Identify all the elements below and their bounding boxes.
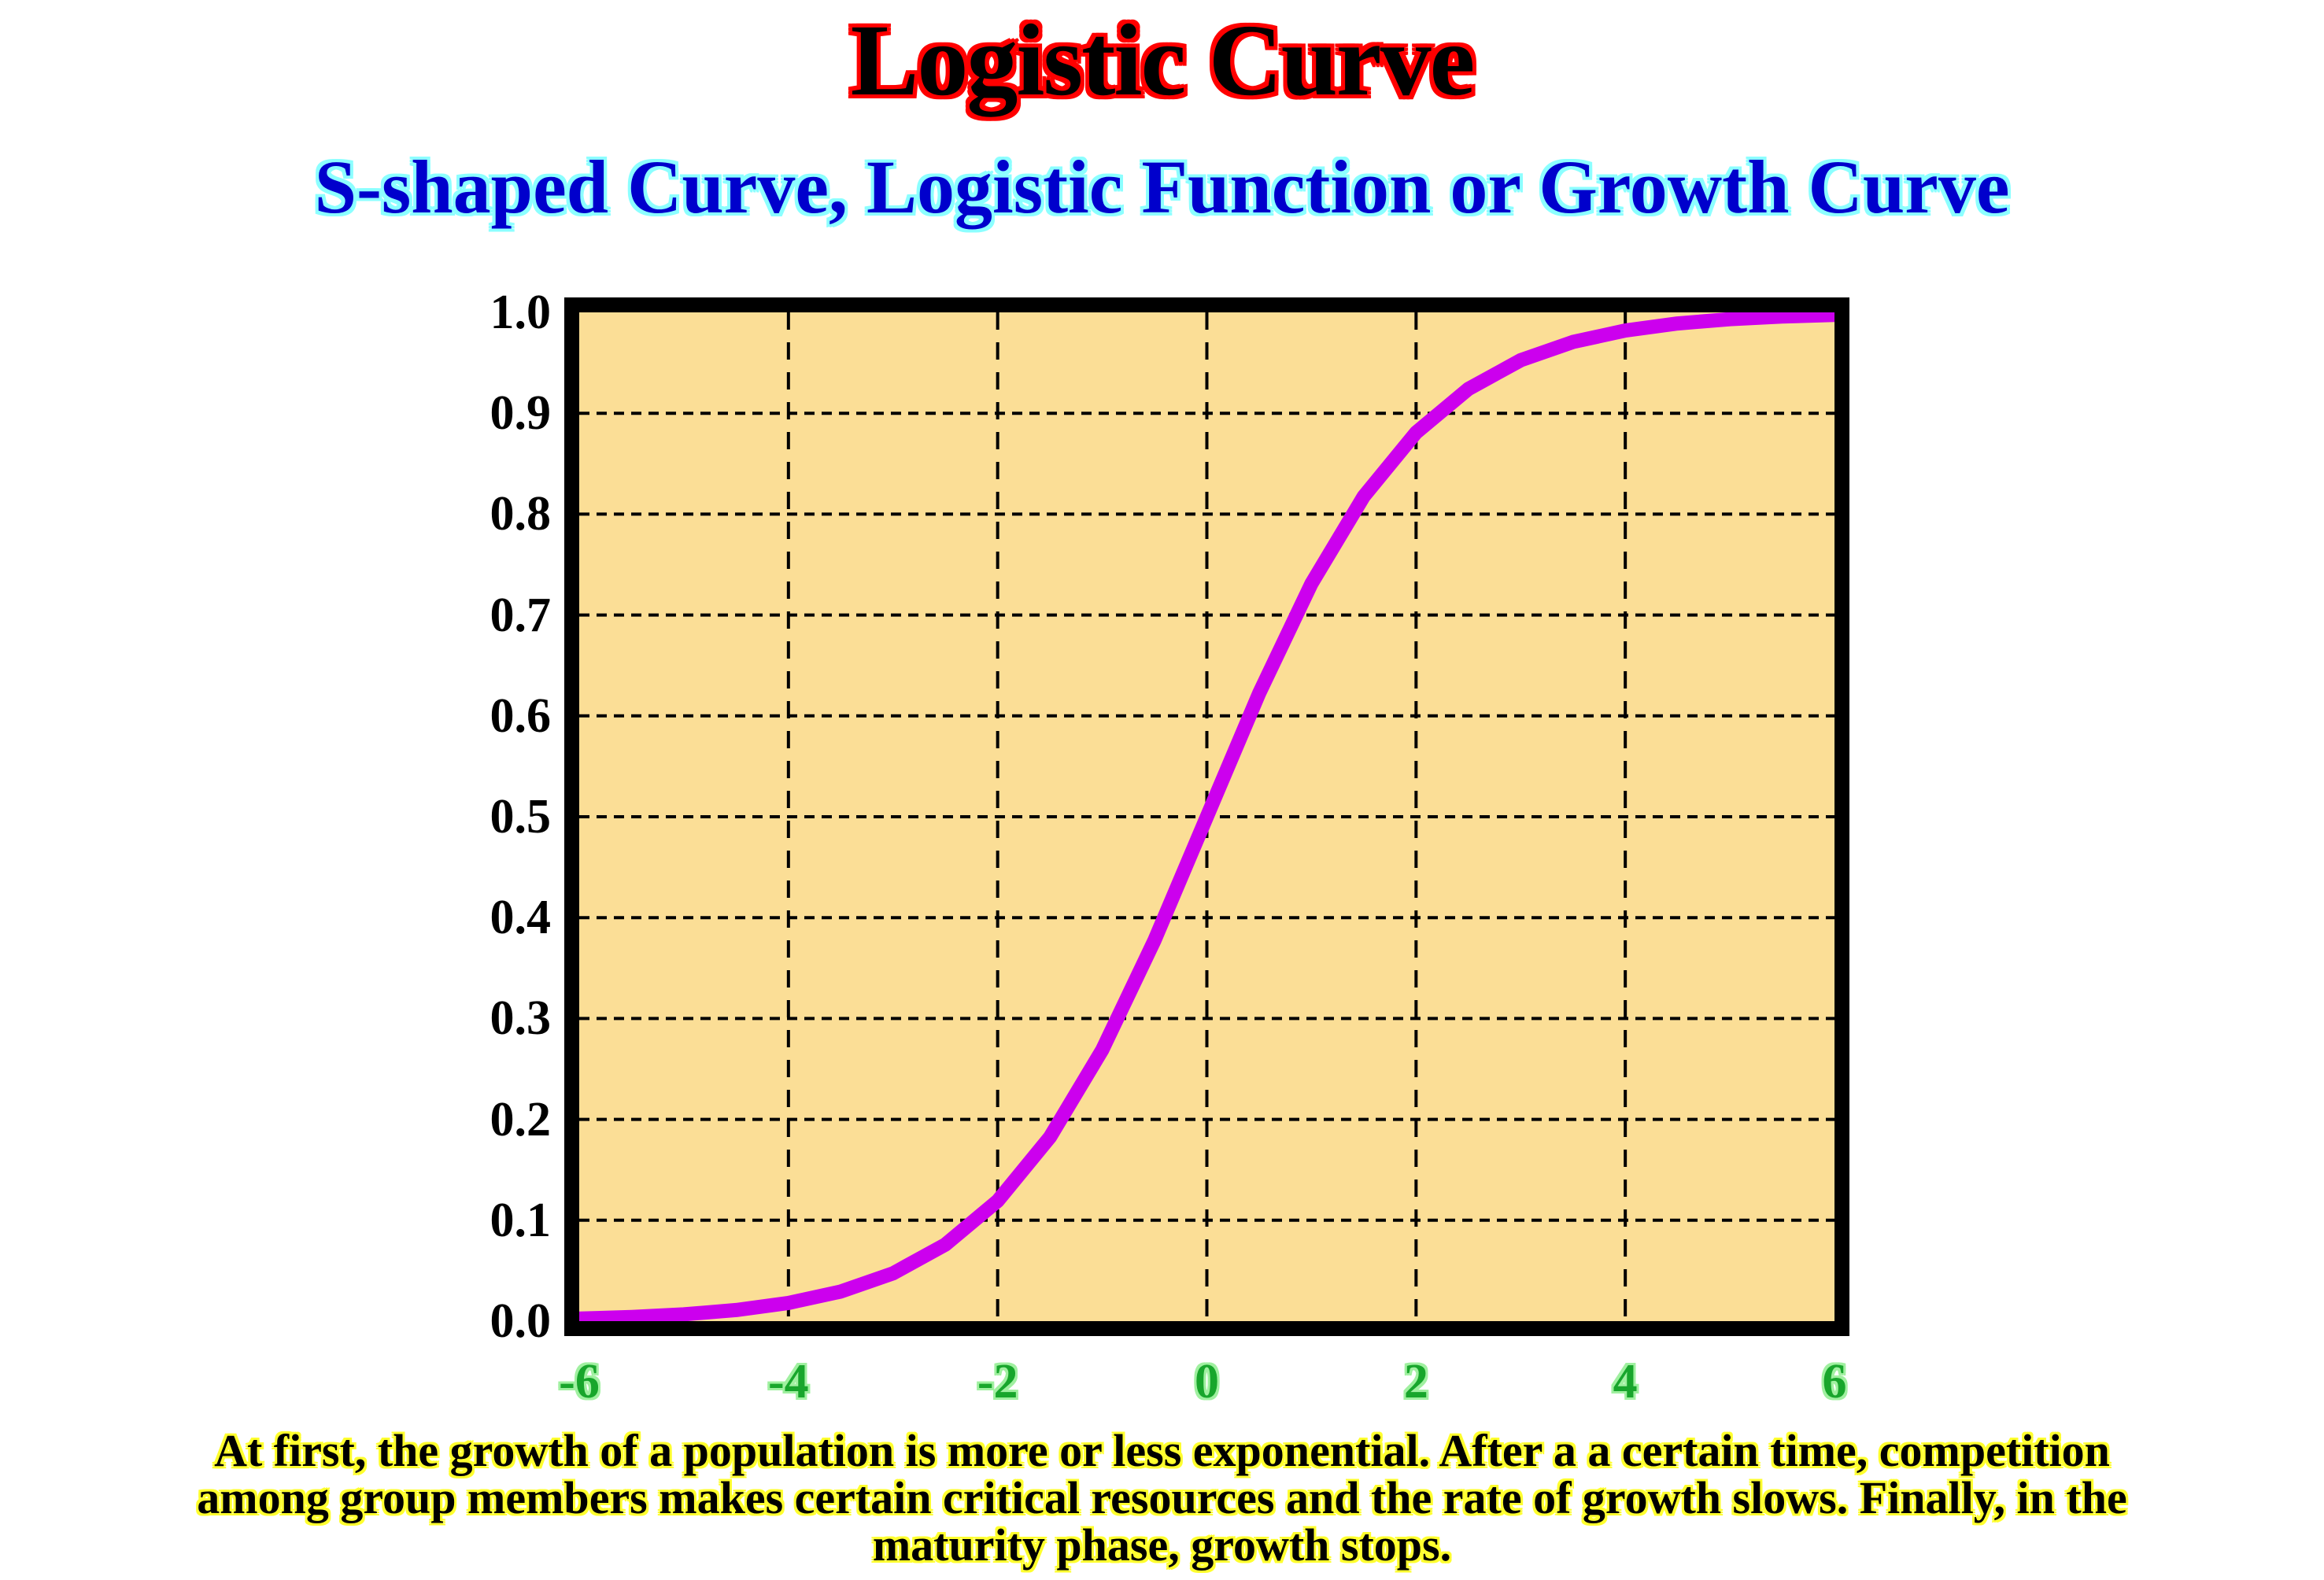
chart-frame — [564, 297, 1849, 1336]
x-tick-label: -2 — [977, 1355, 1018, 1408]
x-tick-label: 0 — [1195, 1355, 1219, 1408]
x-tick-label: 2 — [1403, 1355, 1428, 1408]
page-subtitle: S-shaped Curve, Logistic Function or Gro… — [314, 145, 2010, 229]
y-tick-label: 0.2 — [490, 1092, 552, 1146]
y-tick-label: 0.3 — [490, 991, 552, 1046]
x-tick-label: -4 — [768, 1355, 809, 1408]
y-tick-label: 0.5 — [490, 790, 552, 844]
x-tick-label: 4 — [1613, 1355, 1638, 1408]
caption-text: At first, the growth of a population is … — [0, 1427, 2324, 1569]
y-tick-label: 0.8 — [490, 487, 552, 541]
y-tick-label: 0.6 — [490, 688, 552, 743]
y-tick-label: 1.0 — [490, 286, 552, 339]
plot-area — [579, 312, 1834, 1321]
y-tick-label: 0.1 — [490, 1193, 552, 1247]
y-tick-label: 0.7 — [490, 588, 552, 642]
y-tick-label: 0.0 — [490, 1294, 552, 1348]
caption-line: maturity phase, growth stops. — [872, 1519, 1452, 1571]
y-tick-label: 0.4 — [490, 891, 552, 945]
caption-line: At first, the growth of a population is … — [214, 1425, 2110, 1476]
logistic-curve-line — [579, 312, 1834, 1321]
y-tick-label: 0.9 — [490, 386, 552, 441]
x-tick-label: -6 — [559, 1355, 600, 1408]
page-title: Logistic Curve — [850, 4, 1476, 117]
caption-line: among group members makes certain critic… — [197, 1472, 2127, 1523]
x-tick-label: 6 — [1822, 1355, 1847, 1408]
